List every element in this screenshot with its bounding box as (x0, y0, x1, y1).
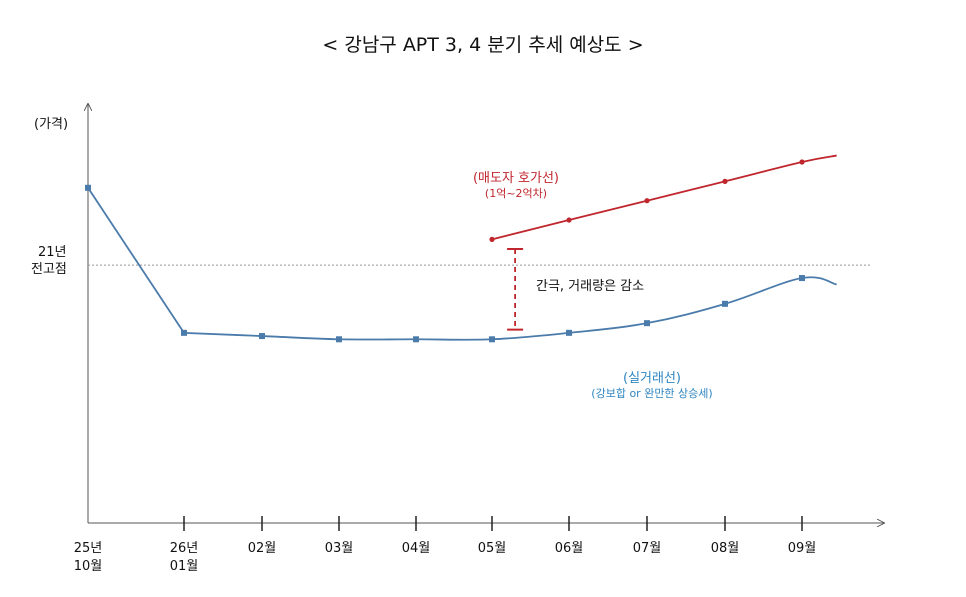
x-tick-label: 10월 (74, 559, 103, 574)
red-series-label: (매도자 호가선) (473, 171, 559, 186)
x-tick-label: 02월 (248, 541, 277, 556)
x-tick-label: 09월 (788, 541, 817, 556)
gap-annotation-text: 간극, 거래량은 감소 (536, 279, 644, 294)
actual-price-point (722, 300, 728, 307)
chart-title: < 강남구 APT 3, 4 분기 추세 예상도 > (322, 34, 644, 56)
actual-price-point (85, 184, 91, 191)
actual-price-point (413, 336, 419, 343)
x-tick-label: 26년 (170, 541, 199, 556)
x-tick-label: 04월 (402, 541, 431, 556)
asking-price-point (799, 159, 805, 165)
y-axis-label: (가격) (34, 117, 68, 132)
reference-label-line1: 21년 (38, 245, 67, 260)
red-series-note: (1억~2억차) (485, 187, 547, 200)
actual-price-point (566, 329, 572, 336)
actual-price-point (336, 336, 342, 343)
actual-price-point (489, 336, 495, 343)
actual-price-point (181, 329, 187, 336)
x-tick-label: 06월 (555, 541, 584, 556)
actual-price-point (644, 320, 650, 327)
actual-price-line (87, 187, 837, 341)
asking-price-point (489, 236, 495, 242)
blue-series-label: (실거래선) (623, 371, 681, 386)
gap-annotation (507, 248, 524, 331)
x-tick-label: 25년 (74, 541, 103, 556)
x-tick-label: 08월 (711, 541, 740, 556)
x-tick-label: 01월 (170, 559, 199, 574)
x-tick-label: 07월 (633, 541, 662, 556)
actual-price-point (259, 333, 265, 340)
reference-label-line2: 전고점 (31, 262, 67, 277)
asking-price-point (722, 178, 728, 184)
actual-price-point (799, 275, 805, 282)
x-tick-label: 03월 (325, 541, 354, 556)
asking-price-point (566, 217, 572, 223)
x-tick-labels: 25년 10월 26년 01월 02월 03월 04월 05월 06월 07월 08월 09월 (74, 541, 817, 574)
x-ticks (183, 516, 803, 531)
x-tick-label: 05월 (478, 541, 507, 556)
blue-series-note: (강보합 or 완만한 상승세) (591, 387, 712, 400)
asking-price-point (644, 198, 650, 204)
